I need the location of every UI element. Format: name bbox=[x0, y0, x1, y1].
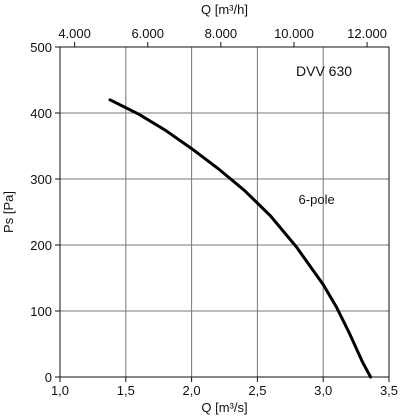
x2-tick-label: 10.000 bbox=[274, 26, 314, 41]
x2-tick-label: 6.000 bbox=[131, 26, 164, 41]
series-curve bbox=[108, 98, 373, 379]
x-tick-label: 1,5 bbox=[117, 383, 135, 398]
x-tick-label: 1,0 bbox=[51, 383, 69, 398]
x-tick-label: 2,5 bbox=[248, 383, 266, 398]
x2-tick-label: 8.000 bbox=[205, 26, 238, 41]
top-axis-title: Q [m³/h] bbox=[201, 2, 248, 17]
y-axis-title: Ps [Pa] bbox=[1, 191, 16, 233]
y-tick-label: 400 bbox=[30, 106, 52, 121]
bottom-axis-title: Q [m³/s] bbox=[201, 400, 247, 415]
axis-ticks bbox=[55, 42, 390, 382]
grid-lines bbox=[60, 47, 389, 377]
x-tick-label: 3,0 bbox=[314, 383, 332, 398]
y-tick-label: 0 bbox=[45, 370, 52, 385]
x2-tick-label: 12.000 bbox=[347, 26, 387, 41]
series-label: 6-pole bbox=[299, 192, 335, 207]
y-tick-label: 500 bbox=[30, 40, 52, 55]
x-tick-label: 3,5 bbox=[380, 383, 398, 398]
x2-tick-label: 4.000 bbox=[58, 26, 91, 41]
y-tick-label: 300 bbox=[30, 172, 52, 187]
y-tick-label: 200 bbox=[30, 238, 52, 253]
x-tick-label: 2,0 bbox=[183, 383, 201, 398]
series-layer: 6-pole bbox=[108, 98, 373, 379]
tick-labels: 1,0 1,5 2,0 2,5 3,0 3,5 0 100 200 300 400 500 4.000 6… bbox=[30, 26, 398, 398]
model-label: DVV 630 bbox=[296, 63, 352, 79]
plot-frame bbox=[59, 46, 390, 378]
y-tick-label: 100 bbox=[30, 304, 52, 319]
